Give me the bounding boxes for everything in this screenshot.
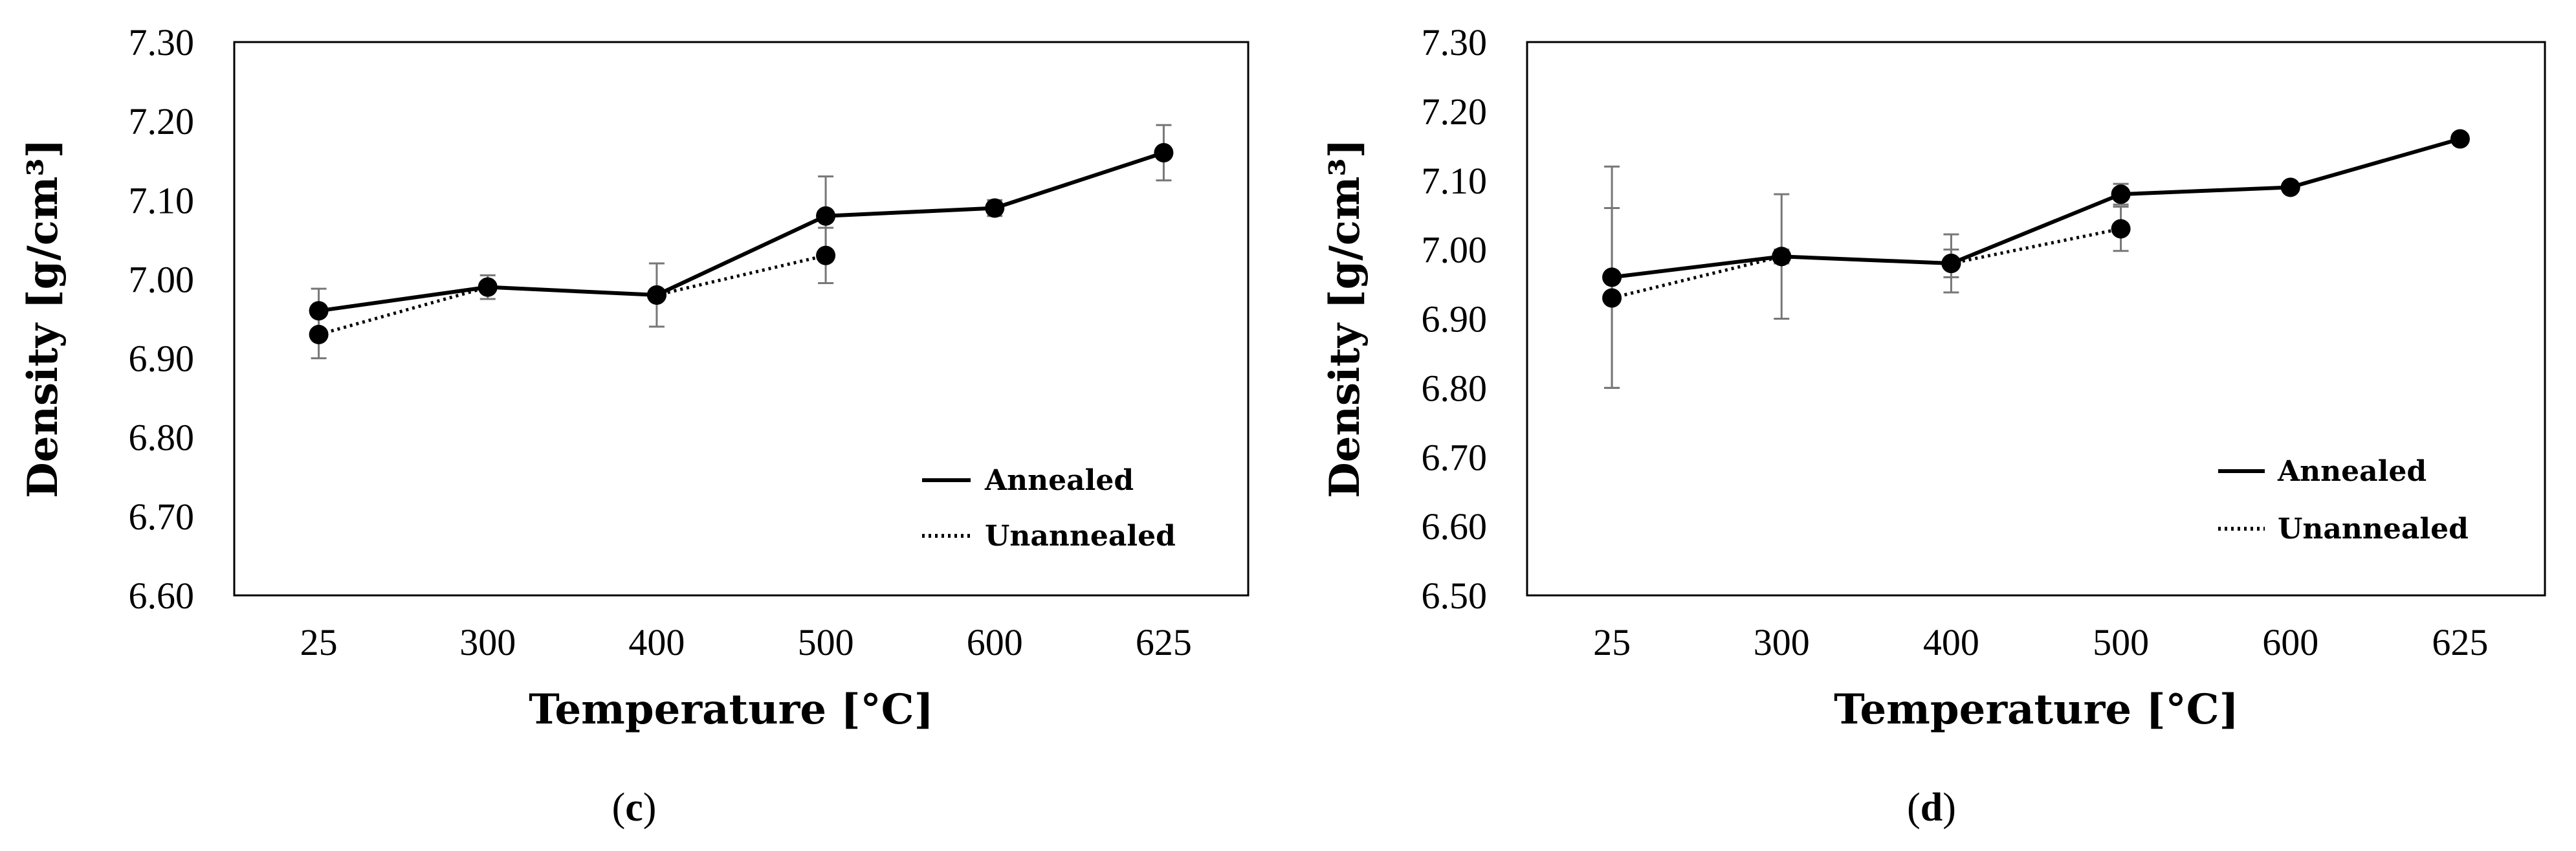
panel-c-y-tick-label: 7.10 [129,179,195,221]
panel-d-annealed-point [2111,184,2131,204]
panel-c-legend-annealed-label: Annealed [984,464,1134,497]
panel-d-x-axis-title: Temperature [°C] [1834,685,2239,734]
panel-d-legend-annealed-label: Annealed [2277,455,2427,488]
panel-c-annealed-line [318,151,1165,313]
panel-d-y-axis: 6.50 6.60 6.70 6.80 6.90 7.00 7.10 7.20 7.30 [1422,21,1488,617]
panel-d-unannealed-line [1611,227,2122,300]
panel-c-plot-area [233,41,1249,597]
panel-c-caption: (c) [612,786,657,830]
panel-d-x-tick-label: 500 [2093,621,2149,663]
panel-d-y-tick-label: 6.60 [1422,505,1488,547]
panel-d-y-tick-label: 6.80 [1422,367,1488,409]
panel-c-chart: 6.60 6.70 6.80 6.90 7.00 7.10 7.20 7.30 25 300 40… [19,21,1249,830]
panel-d-annealed-point [1602,267,1622,287]
panel-c-legend: Annealed Unannealed [922,464,1176,553]
panel-d-legend: Annealed Unannealed [2218,455,2469,546]
panel-d-plot-area [1526,41,2546,597]
panel-c-x-tick-label: 600 [967,621,1023,663]
panel-c-unannealed-point [309,324,329,344]
panel-c-legend-unannealed-label: Unannealed [985,520,1176,553]
panel-d-annealed-point [2450,129,2470,149]
panel-d-y-tick-label: 6.90 [1422,298,1488,340]
panel-d-caption: (d) [1907,786,1956,830]
panel-c-x-tick-label: 300 [459,621,516,663]
panel-d-x-tick-label: 625 [2432,621,2488,663]
panel-d-series [1602,129,2470,389]
panel-c-y-tick-label: 7.30 [129,21,195,63]
panel-d-y-tick-label: 7.20 [1422,91,1488,133]
panel-d-y-tick-label: 6.50 [1422,575,1488,617]
panel-d-annealed-line [1611,137,2461,280]
panel-d-y-axis-title: Density [g/cm³] [1321,138,1369,498]
panel-d-x-tick-label: 25 [1593,621,1631,663]
panel-c-unannealed-point [478,277,498,297]
panel-d-legend-unannealed-label: Unannealed [2278,513,2469,546]
panel-c-y-tick-label: 6.90 [129,338,195,380]
panel-d-annealed-point [2280,177,2300,197]
panel-d-unannealed-point [1772,247,1792,267]
panel-d-x-tick-label: 600 [2262,621,2318,663]
panel-d-y-tick-label: 7.00 [1422,229,1488,271]
panel-c-y-tick-label: 6.80 [129,417,195,459]
panel-c-y-axis-title: Density [g/cm³] [19,138,67,498]
panel-d-unannealed-point [2111,219,2131,239]
panel-c-x-tick-label: 400 [628,621,685,663]
panel-d-x-axis: 25 300 400 500 600 625 [1593,621,2488,663]
panel-d-y-tick-label: 7.30 [1422,21,1488,63]
panel-c-x-axis: 25 300 400 500 600 625 [300,621,1192,663]
panel-d-chart: 6.50 6.60 6.70 6.80 6.90 7.00 7.10 7.20 7.30 25 3… [1321,21,2546,830]
panel-c-unannealed-point [816,245,836,265]
panel-c-annealed-point [816,206,836,226]
panel-c-unannealed-point [646,285,666,305]
panel-c-y-tick-label: 6.70 [129,496,195,538]
panel-c-x-tick-label: 500 [798,621,854,663]
panel-c-unannealed-line [318,254,826,337]
panel-c-y-tick-label: 6.60 [129,575,195,617]
panel-c-series [309,124,1174,360]
panel-c-y-axis: 6.60 6.70 6.80 6.90 7.00 7.10 7.20 7.30 [129,21,195,617]
panel-d-y-tick-label: 7.10 [1422,160,1488,202]
panel-d-unannealed-point [1602,288,1622,308]
panel-c-annealed-point [309,301,329,321]
panel-d-x-tick-label: 400 [1923,621,1979,663]
panel-c-y-tick-label: 7.00 [129,258,195,300]
panel-d-y-tick-label: 6.70 [1422,436,1488,478]
panel-c-x-axis-title: Temperature [°C] [529,685,934,734]
panel-d-x-tick-label: 300 [1754,621,1810,663]
panel-c-annealed-point [1154,143,1174,162]
panel-c-x-tick-label: 25 [300,621,338,663]
panel-c-x-tick-label: 625 [1136,621,1192,663]
panel-c-y-tick-label: 7.20 [129,100,195,142]
panel-c-annealed-point [985,198,1005,218]
panel-d-unannealed-point [1941,254,1961,273]
